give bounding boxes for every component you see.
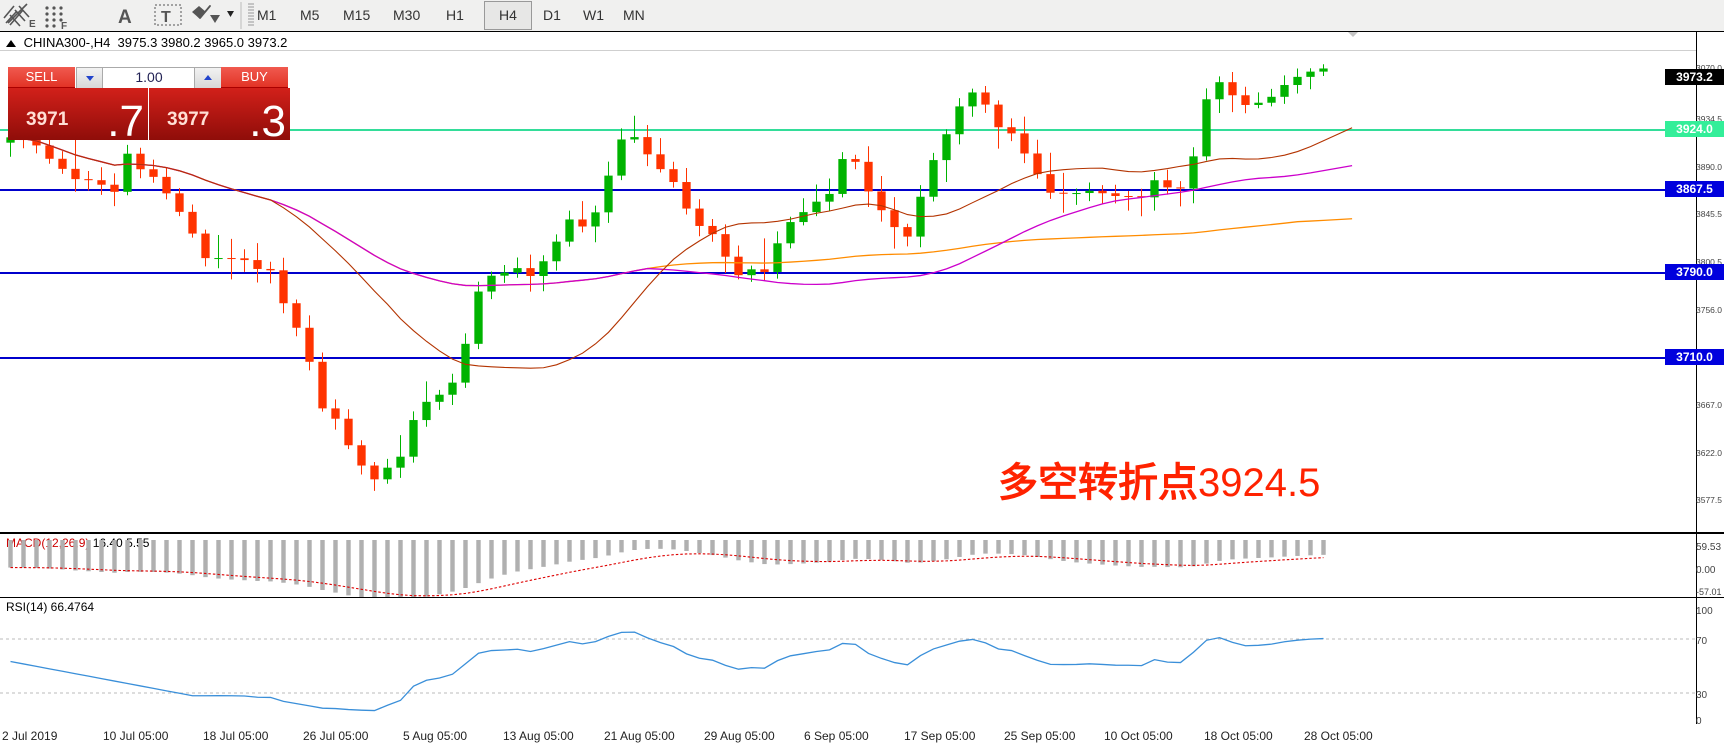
svg-text:0.00: 0.00 [1696,565,1716,576]
svg-text:6 Sep 05:00: 6 Sep 05:00 [804,729,869,743]
svg-text:5 Aug 05:00: 5 Aug 05:00 [403,729,467,743]
svg-text:30: 30 [1696,690,1708,701]
svg-text:100: 100 [1696,606,1713,617]
svg-text:17 Sep 05:00: 17 Sep 05:00 [904,729,976,743]
svg-text:2 Jul 2019: 2 Jul 2019 [2,729,58,743]
svg-text:18 Oct 05:00: 18 Oct 05:00 [1204,729,1273,743]
svg-text:21 Aug 05:00: 21 Aug 05:00 [604,729,675,743]
svg-text:13 Aug 05:00: 13 Aug 05:00 [503,729,574,743]
svg-text:18 Jul 05:00: 18 Jul 05:00 [203,729,269,743]
svg-text:26 Jul 05:00: 26 Jul 05:00 [303,729,369,743]
svg-text:10 Oct 05:00: 10 Oct 05:00 [1104,729,1173,743]
svg-text:10 Jul 05:00: 10 Jul 05:00 [103,729,169,743]
svg-text:25 Sep 05:00: 25 Sep 05:00 [1004,729,1076,743]
svg-text:70: 70 [1696,636,1708,647]
svg-text:28 Oct 05:00: 28 Oct 05:00 [1304,729,1373,743]
svg-text:-57.01: -57.01 [1696,587,1722,597]
svg-text:59.53: 59.53 [1696,542,1721,553]
svg-text:29 Aug 05:00: 29 Aug 05:00 [704,729,775,743]
